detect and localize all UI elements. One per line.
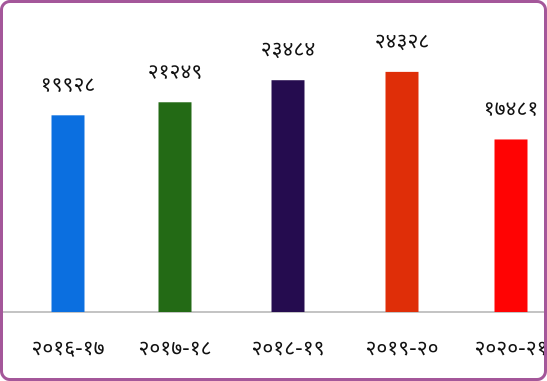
category-label-2: २०१८-१९ xyxy=(251,336,324,360)
value-label-3: २४३२८ xyxy=(375,29,430,53)
category-label-1: २०१७-१८ xyxy=(138,336,211,360)
value-label-0: १९९२८ xyxy=(41,72,96,96)
bar-chart: १९९२८ २१२४९ २३४८४ २४३२८ १७४८१ २०१६-१७ २०१७-१८… xyxy=(3,29,544,360)
category-label-3: २०१९-२० xyxy=(365,336,438,360)
value-label-4: १७४८१ xyxy=(484,96,539,120)
category-label-0: २०१६-१७ xyxy=(31,336,104,360)
category-label-4: २०२०-२१ xyxy=(474,336,544,360)
bar-1 xyxy=(158,102,192,312)
bar-2 xyxy=(271,80,305,312)
value-label-1: २१२४९ xyxy=(148,59,203,83)
bar-0 xyxy=(51,115,85,312)
value-label-2: २३४८४ xyxy=(261,37,316,61)
bar-4 xyxy=(494,139,528,312)
bar-3 xyxy=(385,71,419,313)
